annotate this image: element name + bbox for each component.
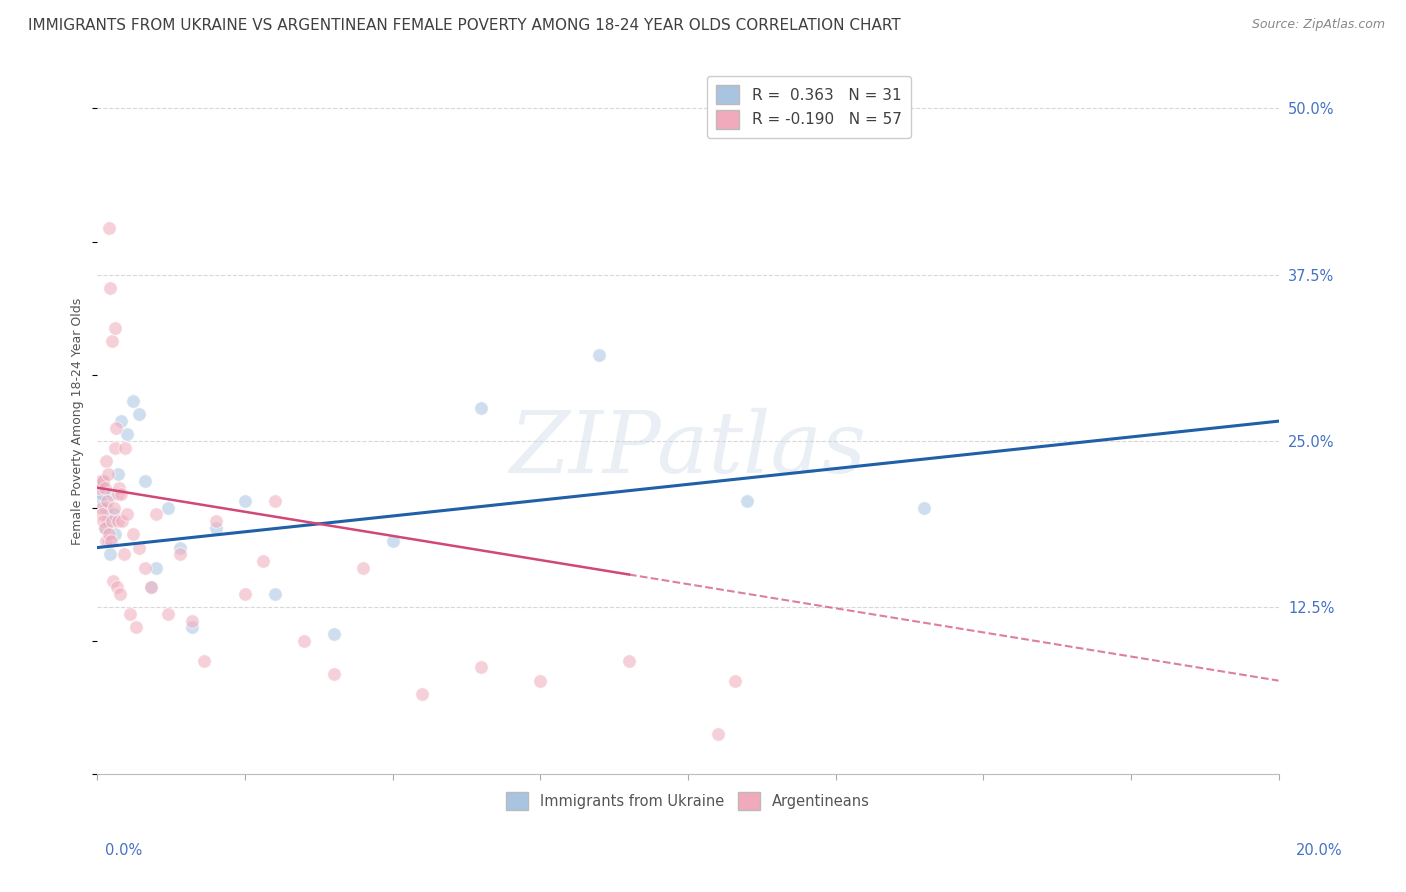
Point [91,474,114,488]
Point [103,574,125,588]
Point [96,500,118,515]
Point [93,520,115,534]
Point [145,560,167,574]
Point [103,500,125,515]
Point [104,527,127,541]
Point [617,654,640,668]
Point [352,560,374,574]
Point [588,348,610,362]
Legend: Immigrants from Ukraine, Argentineans: Immigrants from Ukraine, Argentineans [501,787,876,816]
Point [107,467,129,482]
Point [98,533,121,548]
Point [114,441,136,455]
Point [204,514,226,528]
Point [105,581,128,595]
Point [292,633,315,648]
Point [125,620,148,634]
Point [735,494,758,508]
Point [112,547,135,561]
Point [263,587,285,601]
Point [89,494,111,508]
Point [724,673,747,688]
Point [912,500,935,515]
Point [110,414,132,428]
Point [470,660,492,674]
Point [157,607,180,621]
Point [470,401,492,415]
Point [96,533,118,548]
Point [122,394,145,409]
Point [103,508,125,522]
Point [128,408,150,422]
Point [104,441,127,455]
Point [98,527,121,541]
Point [115,508,138,522]
Point [322,627,344,641]
Point [529,673,551,688]
Point [128,541,150,555]
Point [145,508,167,522]
Point [169,547,191,561]
Text: IMMIGRANTS FROM UKRAINE VS ARGENTINEAN FEMALE POVERTY AMONG 18-24 YEAR OLDS CORR: IMMIGRANTS FROM UKRAINE VS ARGENTINEAN F… [28,18,901,33]
Point [101,334,124,349]
Text: Source: ZipAtlas.com: Source: ZipAtlas.com [1251,18,1385,31]
Point [169,541,191,555]
Point [157,500,180,515]
Point [89,481,111,495]
Point [101,514,124,528]
Point [139,581,162,595]
Point [181,620,204,634]
Point [204,520,226,534]
Point [91,474,114,488]
Point [98,221,121,235]
Point [91,508,114,522]
Point [97,467,120,482]
Point [100,281,122,295]
Point [107,514,129,528]
Point [108,481,131,495]
Point [89,474,111,488]
Point [94,481,117,495]
Point [96,454,118,468]
Point [181,614,204,628]
Point [118,607,141,621]
Point [90,500,112,515]
Text: 20.0%: 20.0% [1296,843,1343,858]
Point [139,581,162,595]
Point [93,520,115,534]
Point [134,474,156,488]
Point [134,560,156,574]
Point [115,427,138,442]
Point [110,487,132,501]
Point [263,494,285,508]
Point [96,494,118,508]
Point [101,487,124,501]
Point [252,554,274,568]
Point [322,667,344,681]
Point [97,514,120,528]
Point [233,494,256,508]
Point [108,587,131,601]
Point [233,587,256,601]
Point [107,487,129,501]
Point [111,514,134,528]
Point [91,487,114,501]
Point [104,321,127,335]
Point [122,527,145,541]
Point [706,727,728,741]
Point [381,533,404,548]
Point [100,533,122,548]
Point [193,654,215,668]
Point [91,514,114,528]
Y-axis label: Female Poverty Among 18-24 Year Olds: Female Poverty Among 18-24 Year Olds [72,298,84,545]
Point [411,687,433,701]
Point [100,547,122,561]
Text: 0.0%: 0.0% [105,843,142,858]
Text: ZIPatlas: ZIPatlas [509,408,866,491]
Point [105,421,128,435]
